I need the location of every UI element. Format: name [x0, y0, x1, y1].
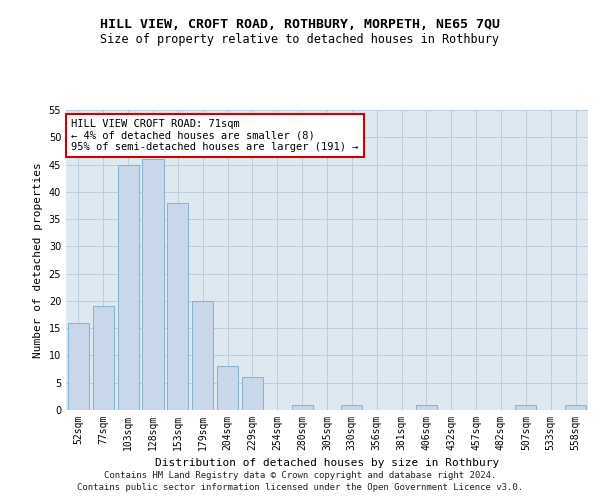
Bar — [142, 159, 164, 410]
Bar — [217, 366, 238, 410]
Bar — [68, 322, 89, 410]
Bar — [341, 404, 362, 410]
Bar — [565, 404, 586, 410]
Bar — [242, 378, 263, 410]
Text: HILL VIEW, CROFT ROAD, ROTHBURY, MORPETH, NE65 7QU: HILL VIEW, CROFT ROAD, ROTHBURY, MORPETH… — [100, 18, 500, 30]
Text: Contains public sector information licensed under the Open Government Licence v3: Contains public sector information licen… — [77, 484, 523, 492]
Y-axis label: Number of detached properties: Number of detached properties — [33, 162, 43, 358]
Bar — [192, 301, 213, 410]
Bar — [515, 404, 536, 410]
Bar — [118, 164, 139, 410]
Text: HILL VIEW CROFT ROAD: 71sqm
← 4% of detached houses are smaller (8)
95% of semi-: HILL VIEW CROFT ROAD: 71sqm ← 4% of deta… — [71, 119, 359, 152]
Bar — [292, 404, 313, 410]
Bar — [167, 202, 188, 410]
X-axis label: Distribution of detached houses by size in Rothbury: Distribution of detached houses by size … — [155, 458, 499, 468]
Bar — [93, 306, 114, 410]
Text: Size of property relative to detached houses in Rothbury: Size of property relative to detached ho… — [101, 32, 499, 46]
Text: Contains HM Land Registry data © Crown copyright and database right 2024.: Contains HM Land Registry data © Crown c… — [104, 471, 496, 480]
Bar — [416, 404, 437, 410]
